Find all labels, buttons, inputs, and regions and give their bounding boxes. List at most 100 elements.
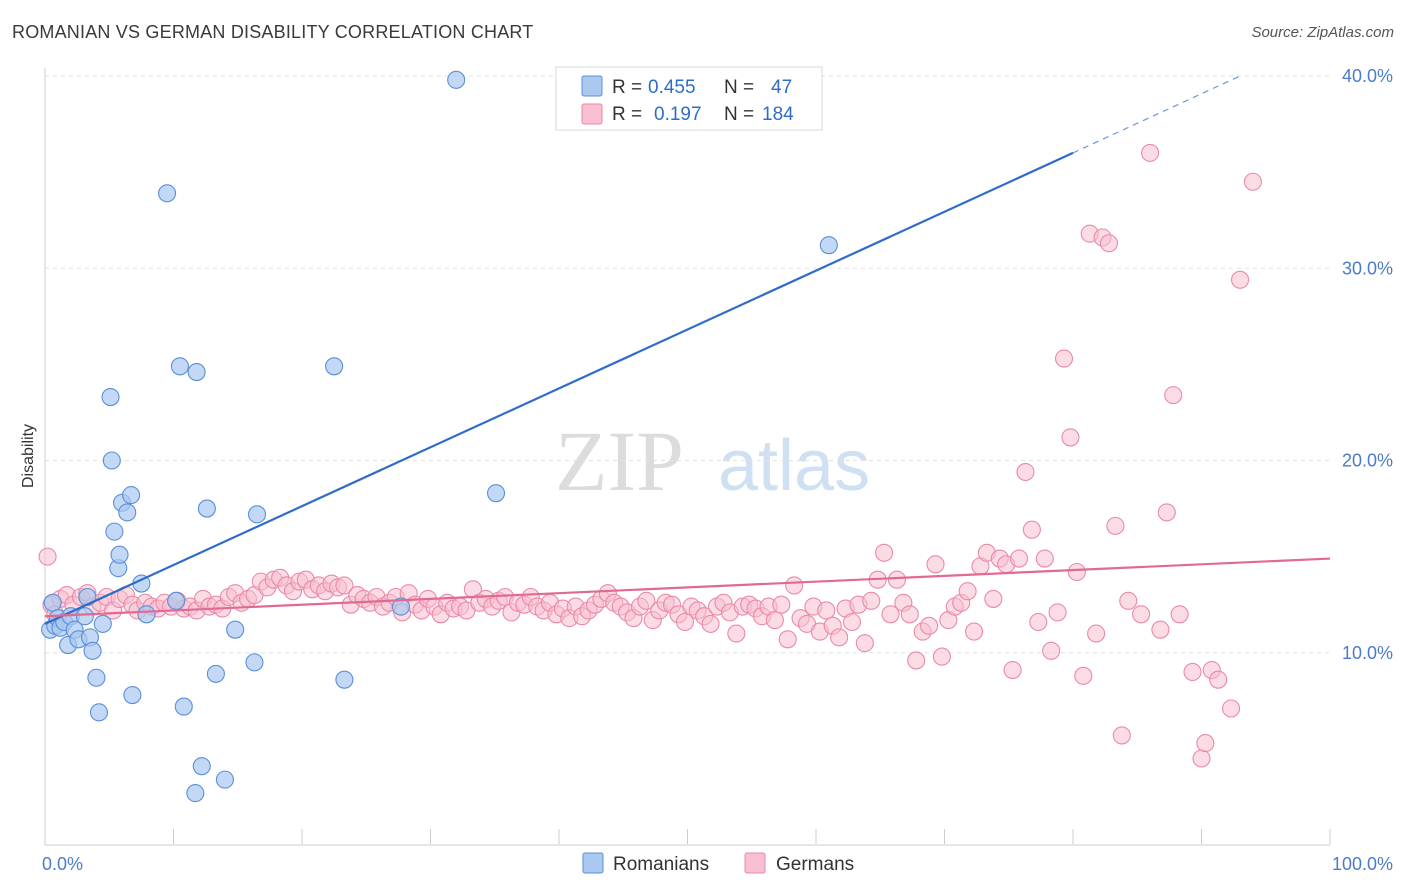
german-point [1164, 386, 1183, 405]
romanian-point [197, 499, 216, 518]
german-point [842, 612, 862, 632]
legend-romanians-swatch [582, 852, 604, 874]
axes [44, 68, 1331, 846]
germans-swatch [581, 103, 603, 125]
german-point [984, 589, 1003, 608]
stats-legend: R = 0.455 N = 47 R = 0.197 N = 184 [555, 66, 823, 131]
romanian-point [158, 184, 177, 203]
romanian-point [174, 697, 193, 716]
german-point [1035, 549, 1054, 568]
romanian-point [447, 70, 466, 89]
watermark-atlas: atlas [718, 426, 870, 506]
german-point [965, 622, 984, 641]
chart-title: ROMANIAN VS GERMAN DISABILITY CORRELATIO… [12, 22, 534, 42]
german-point [765, 611, 784, 630]
german-point [1067, 562, 1086, 582]
german-point [1132, 605, 1151, 624]
german-point [830, 628, 849, 647]
german-point [1222, 699, 1241, 718]
german-point [1016, 462, 1035, 482]
german-point [958, 582, 977, 601]
trend-lines [44, 75, 1331, 625]
romanian-point [187, 363, 206, 382]
romanian-point [122, 486, 141, 505]
german-point [920, 616, 939, 635]
romanian-point [105, 522, 124, 541]
romanian-point [137, 605, 156, 624]
german-point [1003, 661, 1022, 680]
romanian-point [75, 607, 94, 626]
romanian-point [170, 357, 189, 376]
romanian-point [87, 668, 106, 687]
german-point [1183, 662, 1202, 682]
german-point [1141, 143, 1160, 162]
romanian-point [89, 703, 109, 722]
german-point [926, 555, 945, 574]
german-point [1170, 605, 1189, 624]
x-tick-label: 100.0% [1332, 854, 1393, 874]
romanian-point [486, 484, 506, 503]
romanians-trend-line [44, 151, 1074, 625]
german-point [1231, 270, 1250, 289]
series-romanians [41, 70, 838, 803]
german-point [1029, 612, 1048, 632]
german-point [907, 651, 926, 670]
germans-n-label: N = [724, 104, 754, 125]
romanians-r-value: 0.455 [648, 77, 696, 98]
german-point [772, 595, 791, 614]
romanian-point [101, 388, 120, 407]
german-point [1022, 520, 1041, 539]
german-point [1151, 620, 1170, 639]
romanian-point [325, 357, 344, 376]
german-point [1157, 503, 1176, 522]
romanian-point [43, 593, 62, 612]
y-tick-label: 40.0% [1342, 66, 1393, 86]
y-tick-label: 20.0% [1342, 451, 1393, 471]
romanian-point [215, 770, 234, 789]
romanian-point [247, 505, 267, 524]
romanians-n-value: 47 [771, 77, 792, 98]
romanian-point [102, 451, 121, 470]
romanian-point [335, 670, 354, 689]
romanian-point [93, 614, 112, 633]
german-point [1119, 591, 1138, 610]
x-tick-labels: 0.0% 100.0% [42, 854, 1393, 874]
german-point [875, 543, 894, 562]
y-axis-title: Disability [20, 424, 37, 488]
romanian-point [167, 591, 186, 610]
legend-germans-label: Germans [776, 854, 854, 875]
german-point [1209, 670, 1228, 689]
romanian-point [391, 597, 410, 616]
romanian-point [186, 784, 205, 803]
german-point [1009, 549, 1029, 568]
german-point [335, 576, 354, 595]
romanian-point [245, 653, 264, 672]
german-point [932, 647, 951, 666]
german-point [1042, 641, 1061, 660]
legend-romanians-label: Romanians [613, 854, 709, 875]
romanians-swatch [581, 75, 603, 97]
german-point [1061, 428, 1080, 447]
romanians-n-label: N = [724, 77, 754, 98]
german-point [1196, 734, 1215, 753]
german-point [887, 570, 907, 589]
german-point [1048, 603, 1067, 622]
german-point [38, 547, 57, 566]
german-point [862, 591, 881, 610]
romanian-point [123, 685, 142, 705]
romanian-point [83, 641, 102, 660]
series-legend: Romanians Germans [582, 852, 854, 875]
romanians-trend-extension [1072, 75, 1241, 154]
x-tick-label: 0.0% [42, 854, 83, 874]
german-point [900, 605, 919, 624]
german-point [855, 634, 874, 653]
y-tick-label: 10.0% [1342, 643, 1393, 663]
german-point [881, 605, 900, 624]
german-point [1087, 624, 1106, 643]
german-point [785, 576, 804, 595]
germans-n-value: 184 [762, 104, 794, 125]
german-point [1099, 234, 1119, 253]
german-point [675, 612, 694, 632]
chart-source: Source: ZipAtlas.com [1251, 24, 1394, 41]
